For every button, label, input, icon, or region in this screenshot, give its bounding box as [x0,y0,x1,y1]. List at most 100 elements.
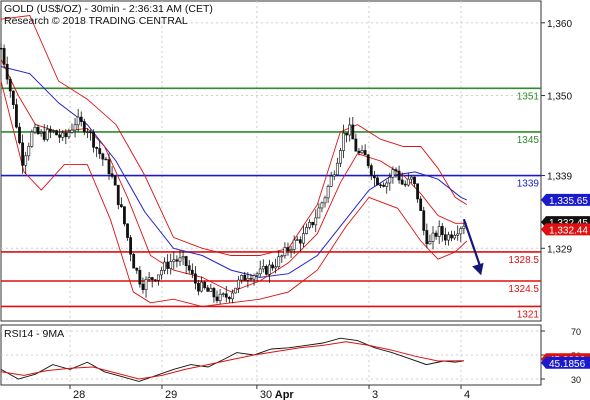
candle-body [61,132,65,138]
candle-body [11,90,15,105]
candle-body [175,259,179,262]
candle-body [123,206,126,225]
time-tick-label: 3 [372,389,378,400]
candle-body [39,132,43,134]
candle-body [67,132,71,138]
candle-body [277,256,281,268]
rsi-ma-line [0,341,464,380]
rsi-grid [1,325,541,385]
candle-body [206,287,210,292]
candle-body [150,277,154,281]
candle-body [450,234,453,239]
candle-body [252,275,256,280]
candle-body [218,293,222,302]
candle-body [413,176,416,185]
level-label: 1328.5 [508,255,539,266]
candle-body [443,234,447,241]
rsi-title: RSI14 - 9MA [4,328,64,340]
candle-body [36,126,40,134]
candle-body [160,270,163,276]
candle-body [240,274,244,281]
candle-body [453,235,457,239]
candle-body [95,147,99,149]
candle-body [212,288,216,298]
rsi-value-tag-shape [541,356,590,369]
candle-body [18,126,21,144]
price-value-tags: 1,335.651,332.451,332.44 [541,193,590,236]
candle-body [379,184,382,186]
candle-body [440,226,444,235]
candle-body [141,283,145,290]
candle-body [406,178,410,186]
candle-body [98,148,102,155]
candle-body [416,183,419,200]
candle-body [400,179,404,185]
chart-subtitle: Research © 2018 TRADING CENTRAL [4,15,188,27]
candle-body [431,232,435,242]
candle-body [237,279,241,289]
candle-body [89,131,92,134]
candle-body [82,121,86,133]
candle-body [116,184,120,205]
candle-body [419,198,423,211]
candle-body [434,232,438,237]
candle-body [314,217,318,226]
chart-title: GOLD (US$/OZ) - 30min - 2:36:31 AM (CET) [4,3,213,15]
time-axis: 28 29 30 Apr 3 4 [69,385,470,400]
candle-body [52,130,55,132]
level-label: 1321 [517,309,540,320]
candle-body [110,173,114,177]
candle-body [243,274,247,281]
candle-body [187,265,191,271]
candle-body [320,202,324,209]
candle-body [422,210,426,231]
candle-body [113,176,117,186]
candle-body [268,264,271,275]
candle-body [64,132,68,138]
candle-body [372,175,376,179]
candle-body [323,197,327,204]
candle-body [147,277,151,280]
candle-body [329,175,333,187]
candle-body [462,225,466,229]
candle-body [425,230,429,245]
time-tick-label: 4 [464,389,470,400]
candle-body [249,278,253,280]
candle-body [119,204,123,207]
candle-body [369,165,373,176]
candle-body [403,183,407,186]
candle-body [332,174,336,177]
candle-body [221,293,225,295]
candlesticks [0,43,466,305]
price-value-tag-text: 1,335.65 [549,196,588,207]
level-label: 1339 [517,179,540,190]
candle-body [271,264,274,269]
candle-body [55,130,58,136]
forecast-arrow [462,218,484,276]
candle-body [107,159,111,175]
time-tick-label: 28 [73,389,85,400]
candle-body [317,207,321,219]
rsi-lines [0,337,464,382]
candle-body [2,48,6,65]
candle-body [79,116,83,122]
candle-body [311,221,315,226]
candle-body [86,131,89,134]
time-tick-label: Apr [275,389,295,400]
candle-body [246,278,250,281]
candle-body [33,126,37,133]
level-label: 1351 [517,91,540,102]
candle-body [286,247,290,252]
candle-body [302,233,305,244]
candle-body [326,186,330,199]
candle-body [410,176,413,180]
rsi-panel: RSI14 - 9MA 705030 45.286645.1856 [0,324,590,386]
candle-body [354,138,358,152]
candle-body [184,256,188,266]
candle-body [48,128,52,132]
candle-body [197,282,200,292]
candle-body [101,153,105,160]
bollinger-bands [0,15,468,307]
forecast-arrow-head [472,262,484,276]
